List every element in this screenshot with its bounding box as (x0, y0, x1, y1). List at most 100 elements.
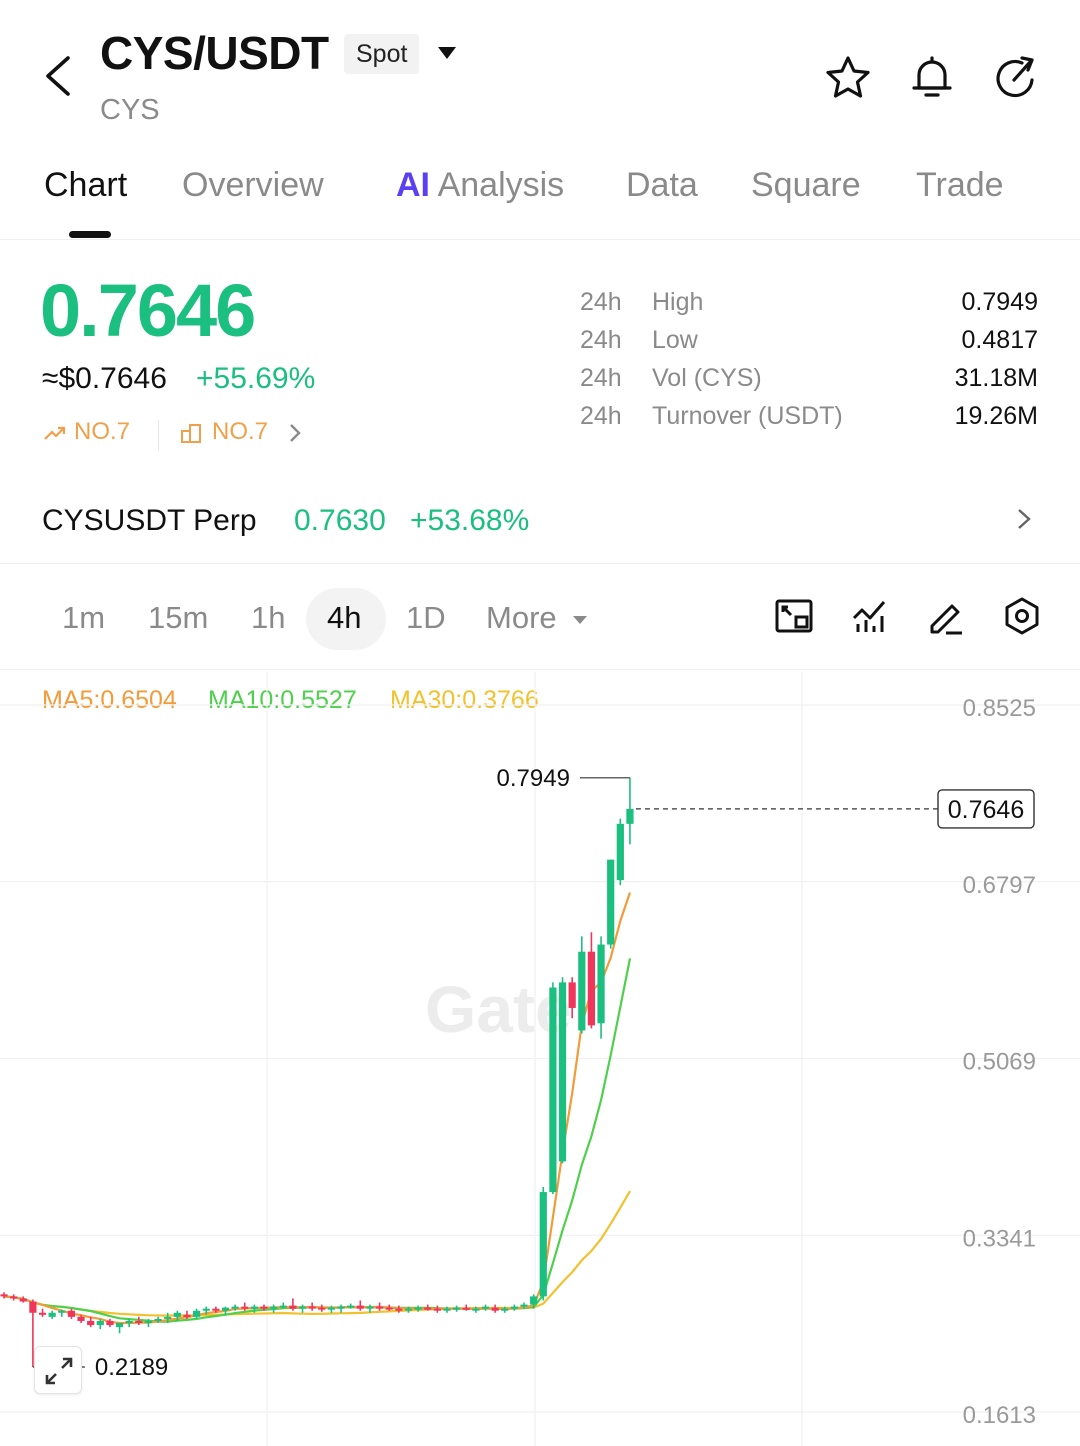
interval-1m[interactable]: 1m (62, 600, 106, 635)
candle-body (67, 1310, 76, 1317)
chevron-right-icon[interactable] (1014, 504, 1034, 534)
trend-up-icon (44, 426, 66, 440)
tab-data[interactable]: Data (626, 166, 698, 204)
candle-body (453, 1307, 461, 1310)
watermark-text: Gate (425, 972, 572, 1046)
stat-high: 24h High 0.7949 (580, 286, 1040, 324)
interval-more[interactable]: More (486, 600, 589, 636)
candle-body (183, 1314, 191, 1317)
stat-label: High (652, 288, 704, 316)
candle-body (443, 1308, 451, 1311)
candle-body (539, 1192, 547, 1297)
interval-1h[interactable]: 1h (251, 600, 286, 635)
candle-body (289, 1305, 297, 1309)
stat-turnover: 24h Turnover (USDT) 19.26M (580, 400, 1040, 438)
candle-body (481, 1306, 490, 1309)
candle-body (375, 1306, 384, 1309)
stats-24h: 24h High 0.7949 24h Low 0.4817 24h Vol (… (580, 286, 1040, 438)
interval-4h[interactable]: 4h (327, 600, 362, 635)
candle-body (48, 1312, 56, 1317)
candle-body (135, 1320, 143, 1323)
candle-body (115, 1322, 124, 1328)
volume-bars-icon (181, 423, 201, 443)
interval-bar: 1m 15m 1h 4h 1D More (0, 580, 1080, 670)
tab-overview[interactable]: Overview (182, 166, 324, 204)
high-marker-label: 0.7949 (497, 765, 570, 792)
candle-body (404, 1308, 413, 1311)
candle-body (0, 1294, 8, 1297)
caret-down-icon[interactable] (436, 44, 458, 62)
candle-body (106, 1320, 114, 1326)
expand-chart-button[interactable] (34, 1346, 82, 1394)
price-chart[interactable]: MA5:0.6504 MA10:0.5527 MA30:0.3766 Gate 0… (0, 672, 1080, 1446)
stat-value: 31.18M (954, 364, 1038, 392)
candle-body (607, 859, 615, 945)
candle-body (491, 1307, 499, 1311)
ma5-legend: MA5:0.6504 (42, 686, 177, 714)
tab-chart[interactable]: Chart (44, 166, 128, 204)
candle-body (587, 951, 596, 1026)
indicator-icon[interactable] (850, 596, 890, 636)
candle-body (250, 1306, 258, 1309)
fullscreen-chart-icon[interactable] (774, 596, 814, 636)
more-label: More (486, 600, 557, 635)
candle-body (298, 1306, 307, 1309)
candle-body (77, 1316, 85, 1321)
candle-body (96, 1320, 104, 1326)
candle-body (472, 1308, 480, 1311)
candle-body (433, 1308, 441, 1311)
candle-body (212, 1308, 220, 1311)
y-axis-tick-label: 0.3341 (963, 1225, 1036, 1252)
market-type-badge[interactable]: Spot (344, 34, 420, 74)
candle-body (558, 982, 567, 1162)
candle-body (29, 1301, 37, 1313)
tab-bar: Chart Overview AI Analysis Data Square T… (0, 160, 1080, 240)
candle-body (385, 1307, 393, 1310)
back-chevron-icon[interactable] (40, 52, 80, 100)
stat-volume: 24h Vol (CYS) 31.18M (580, 362, 1040, 400)
change-24h: +55.69% (196, 362, 316, 395)
perp-link-row[interactable]: CYSUSDT Perp 0.7630 +53.68% (0, 490, 1080, 564)
candle-body (626, 808, 634, 824)
candle-body (462, 1307, 470, 1310)
candle-body (164, 1316, 172, 1319)
candle-body (308, 1306, 316, 1309)
ma10-legend: MA10:0.5527 (208, 686, 357, 714)
candle-body (202, 1308, 210, 1311)
candle-body (347, 1305, 355, 1308)
current-price-box (937, 789, 1035, 829)
tab-analysis[interactable]: AI Analysis (396, 166, 564, 205)
perp-name: CYSUSDT Perp (42, 504, 257, 537)
candle-body (260, 1306, 268, 1309)
gainers-rank[interactable]: NO.7 (44, 418, 130, 446)
y-axis-tick-label: 0.8525 (963, 695, 1036, 722)
candle-body (424, 1307, 432, 1310)
pair-title[interactable]: CYS/USDT (100, 27, 329, 79)
interval-15m[interactable]: 15m (148, 600, 209, 635)
star-icon[interactable] (824, 54, 872, 102)
stat-period: 24h (580, 326, 622, 354)
caret-down-icon (573, 615, 588, 624)
candle-body (549, 987, 557, 1193)
candle-body (125, 1320, 133, 1323)
interval-1d[interactable]: 1D (406, 600, 446, 635)
last-price: 0.7646 (40, 269, 256, 352)
volume-rank[interactable]: NO.7 (180, 418, 303, 446)
tab-square[interactable]: Square (751, 166, 861, 204)
stat-label: Low (652, 326, 698, 354)
chevron-right-icon[interactable] (287, 422, 303, 444)
candlestick-chart[interactable]: Gate 0.8525 0.6797 0.5069 0.3341 0.1613 0.7949… (0, 672, 1080, 1446)
gainers-rank-value: NO.7 (74, 418, 131, 445)
stat-low: 24h Low 0.4817 (580, 324, 1040, 362)
candle-body (530, 1296, 538, 1305)
tab-trade[interactable]: Trade (916, 166, 1004, 204)
bell-icon[interactable] (908, 54, 956, 102)
stat-period: 24h (580, 364, 622, 392)
candle-body (241, 1306, 249, 1309)
settings-gear-icon[interactable] (1002, 596, 1042, 636)
stat-label: Turnover (USDT) (652, 402, 843, 430)
draw-pencil-icon[interactable] (926, 596, 966, 636)
candle-body (221, 1307, 230, 1311)
share-icon[interactable] (992, 54, 1040, 102)
selected-interval-pill (306, 588, 386, 650)
